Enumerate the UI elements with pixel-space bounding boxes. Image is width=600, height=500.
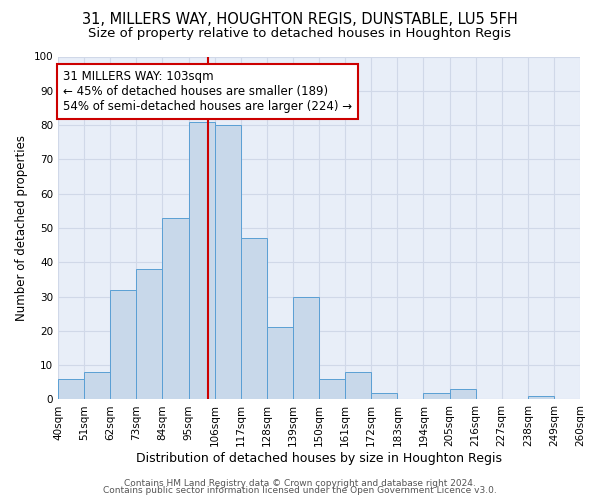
Text: 31 MILLERS WAY: 103sqm
← 45% of detached houses are smaller (189)
54% of semi-de: 31 MILLERS WAY: 103sqm ← 45% of detached… (63, 70, 352, 113)
Bar (345, 372, 371, 400)
Bar (188, 122, 215, 400)
Bar (163, 218, 188, 400)
Bar (58, 379, 84, 400)
Y-axis label: Number of detached properties: Number of detached properties (15, 135, 28, 321)
Bar (449, 389, 476, 400)
Bar (319, 379, 345, 400)
Text: 31, MILLERS WAY, HOUGHTON REGIS, DUNSTABLE, LU5 5FH: 31, MILLERS WAY, HOUGHTON REGIS, DUNSTAB… (82, 12, 518, 28)
Bar (424, 392, 449, 400)
Bar (110, 290, 136, 400)
Bar (371, 392, 397, 400)
Bar (293, 296, 319, 400)
Text: Contains HM Land Registry data © Crown copyright and database right 2024.: Contains HM Land Registry data © Crown c… (124, 478, 476, 488)
Bar (84, 372, 110, 400)
Bar (136, 269, 163, 400)
Bar (241, 238, 267, 400)
Text: Contains public sector information licensed under the Open Government Licence v3: Contains public sector information licen… (103, 486, 497, 495)
Text: Size of property relative to detached houses in Houghton Regis: Size of property relative to detached ho… (89, 28, 511, 40)
Bar (215, 125, 241, 400)
X-axis label: Distribution of detached houses by size in Houghton Regis: Distribution of detached houses by size … (136, 452, 502, 465)
Bar (267, 328, 293, 400)
Bar (528, 396, 554, 400)
